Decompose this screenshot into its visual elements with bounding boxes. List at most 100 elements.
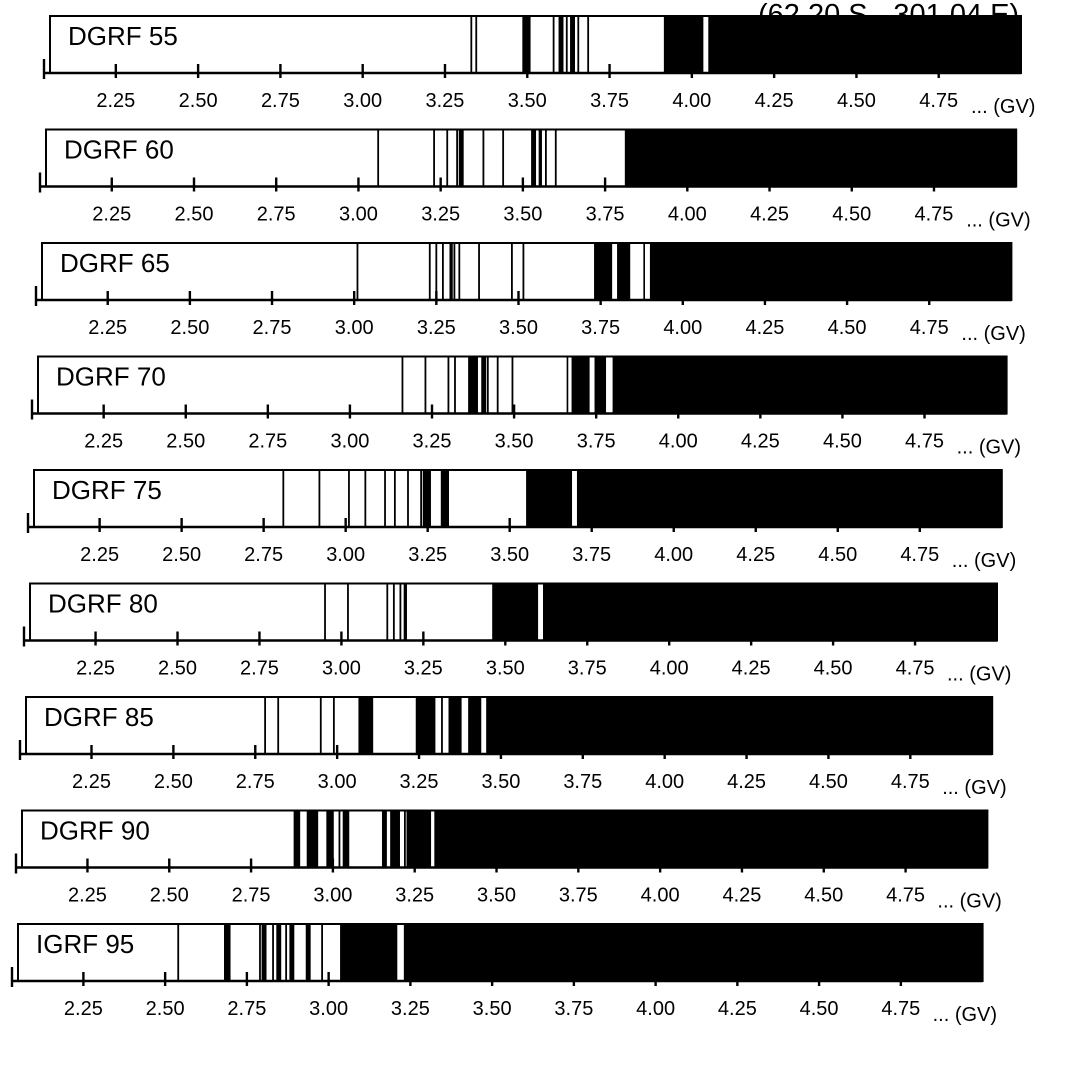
x-tick-label: 4.00 <box>668 204 707 226</box>
x-tick-label: 3.25 <box>417 317 456 339</box>
forbidden-band <box>522 16 531 73</box>
x-tick-label: 3.50 <box>508 90 547 112</box>
x-tick-label: 3.50 <box>495 431 534 453</box>
x-tick-label: 3.00 <box>318 771 357 793</box>
x-tick-label: 4.50 <box>828 317 867 339</box>
x-tick-label: 3.00 <box>309 998 348 1020</box>
x-tick-label: 4.50 <box>818 544 857 566</box>
x-tick-label: 3.50 <box>473 998 512 1020</box>
x-tick-label: 4.25 <box>727 771 766 793</box>
forbidden-band <box>624 129 1017 187</box>
x-tick-label: 2.50 <box>158 658 197 680</box>
unit-suffix: ... (GV) <box>961 323 1025 345</box>
forbidden-band <box>594 243 613 300</box>
unit-suffix: ... (GV) <box>966 210 1030 232</box>
forbidden-band <box>406 810 432 868</box>
x-tick-label: 4.75 <box>886 885 925 907</box>
x-tick-label: 3.50 <box>481 771 520 793</box>
forbidden-band <box>571 356 590 414</box>
x-tick-label: 2.75 <box>240 658 279 680</box>
forbidden-band <box>526 470 573 527</box>
panel-dgrf-70: 2.25 2.50 2.75 3.00 3.25 3.50 3.75 4.00 4.25 4.50… <box>30 355 1021 459</box>
panel-label: IGRF 95 <box>36 929 134 959</box>
forbidden-band <box>576 470 1002 527</box>
x-tick-label: 3.75 <box>559 885 598 907</box>
x-tick-label: 4.50 <box>809 771 848 793</box>
x-tick-label: 4.50 <box>837 90 876 112</box>
x-tick-label: 2.50 <box>162 544 201 566</box>
unit-suffix: ... (GV) <box>957 437 1021 459</box>
panels-group: 2.25 2.50 2.75 3.00 3.25 3.50 3.75 4.00 4.25 4.50… <box>10 15 1035 1026</box>
x-tick-label: 4.50 <box>800 998 839 1020</box>
x-tick-label: 2.50 <box>170 317 209 339</box>
x-tick-label: 3.75 <box>568 658 607 680</box>
x-tick-label: 3.50 <box>477 885 516 907</box>
panel-dgrf-60: 2.25 2.50 2.75 3.00 3.25 3.50 3.75 4.00 4.25 4.50… <box>38 128 1031 232</box>
unit-suffix: ... (GV) <box>952 550 1016 572</box>
panel-dgrf-75: 2.25 2.50 2.75 3.00 3.25 3.50 3.75 4.00 4.25 4.50… <box>26 469 1016 572</box>
unit-suffix: ... (GV) <box>937 891 1001 913</box>
forbidden-band <box>594 356 607 414</box>
x-tick-label: 3.00 <box>343 90 382 112</box>
x-tick-label: 4.25 <box>745 317 784 339</box>
x-tick-label: 3.25 <box>426 90 465 112</box>
panel-label: DGRF 60 <box>64 135 174 165</box>
forbidden-band <box>617 243 631 300</box>
x-tick-label: 2.75 <box>248 431 287 453</box>
x-tick-label: 2.75 <box>261 90 300 112</box>
forbidden-band <box>358 697 374 754</box>
forbidden-band <box>342 810 350 868</box>
unit-suffix: ... (GV) <box>947 664 1011 686</box>
forbidden-band <box>306 810 319 868</box>
panel-label: DGRF 85 <box>44 702 154 732</box>
x-tick-label: 2.75 <box>236 771 275 793</box>
x-tick-label: 2.50 <box>179 90 218 112</box>
forbidden-band <box>566 356 569 414</box>
forbidden-band <box>468 356 478 414</box>
forbidden-band <box>326 810 333 868</box>
unit-suffix: ... (GV) <box>933 1004 997 1026</box>
x-tick-label: 2.75 <box>227 998 266 1020</box>
forbidden-band <box>643 243 645 300</box>
forbidden-band <box>261 924 267 981</box>
x-tick-label: 2.50 <box>150 885 189 907</box>
x-tick-label: 2.75 <box>257 204 296 226</box>
x-tick-label: 4.00 <box>654 544 693 566</box>
x-tick-label: 3.75 <box>577 431 616 453</box>
panel-label: DGRF 70 <box>56 362 166 392</box>
x-tick-label: 4.25 <box>732 658 771 680</box>
forbidden-band <box>558 16 564 73</box>
panel-label: DGRF 75 <box>52 475 162 505</box>
x-tick-label: 4.00 <box>672 90 711 112</box>
x-tick-label: 4.25 <box>722 885 761 907</box>
x-tick-label: 2.25 <box>96 90 135 112</box>
unit-suffix: ... (GV) <box>971 96 1035 118</box>
x-tick-label: 3.25 <box>413 431 452 453</box>
x-tick-label: 3.25 <box>408 544 447 566</box>
x-tick-label: 3.50 <box>490 544 529 566</box>
forbidden-band <box>440 470 450 527</box>
x-tick-label: 3.75 <box>563 771 602 793</box>
x-tick-label: 2.50 <box>154 771 193 793</box>
x-tick-label: 4.75 <box>881 998 920 1020</box>
x-tick-label: 4.25 <box>736 544 775 566</box>
forbidden-band <box>531 129 537 187</box>
x-tick-label: 4.50 <box>823 431 862 453</box>
forbidden-band <box>289 924 295 981</box>
x-tick-label: 2.50 <box>175 204 214 226</box>
forbidden-band <box>708 16 1021 73</box>
x-tick-label: 2.75 <box>253 317 292 339</box>
x-tick-label: 2.25 <box>72 771 111 793</box>
x-tick-label: 3.00 <box>326 544 365 566</box>
x-tick-label: 4.00 <box>645 771 684 793</box>
forbidden-band <box>543 583 997 641</box>
unit-suffix: ... (GV) <box>942 777 1006 799</box>
x-tick-label: 4.75 <box>905 431 944 453</box>
panel-igrf-95: 2.25 2.50 2.75 3.00 3.25 3.50 3.75 4.00 4.25 4.50… <box>10 923 997 1026</box>
x-tick-label: 3.25 <box>400 771 439 793</box>
x-tick-label: 4.75 <box>900 544 939 566</box>
forbidden-band <box>403 583 407 641</box>
x-tick-label: 3.25 <box>395 885 434 907</box>
forbidden-band <box>649 243 1012 300</box>
x-tick-label: 3.50 <box>486 658 525 680</box>
